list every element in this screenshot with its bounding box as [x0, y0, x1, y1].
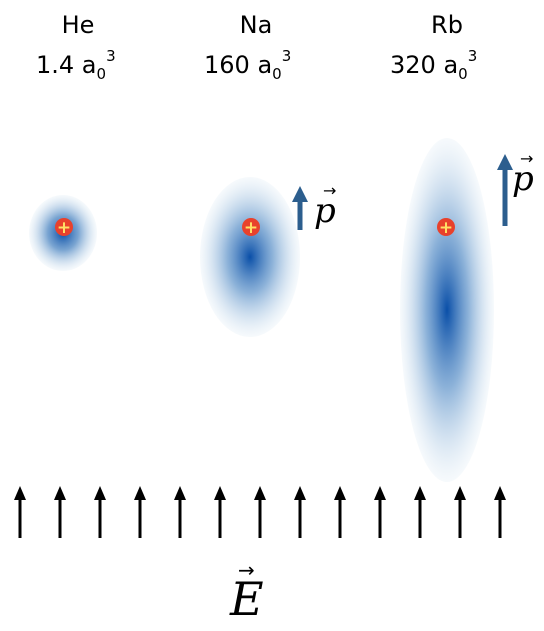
field-arrow-head — [294, 486, 306, 500]
unit-subscript: 0 — [97, 65, 107, 83]
plus-icon: + — [439, 218, 453, 238]
field-arrow-icon — [294, 486, 306, 538]
field-arrow-head — [494, 486, 506, 500]
field-arrow-icon — [334, 486, 346, 538]
polarizability-value: 1.4 a03 — [36, 47, 116, 83]
dipole-arrow-na: p → — [292, 181, 336, 231]
dipole-arrow-rb: p → — [497, 149, 534, 226]
vector-arrow-icon: → — [520, 149, 533, 168]
electron-cloud-na — [200, 177, 300, 337]
field-arrows — [14, 486, 506, 538]
field-arrow-head — [94, 486, 106, 500]
electron-cloud-rb — [400, 138, 494, 482]
field-arrow-head — [134, 486, 146, 500]
element-symbol: He — [62, 11, 95, 39]
field-arrow-icon — [214, 486, 226, 538]
field-arrow-icon — [454, 486, 466, 538]
field-arrow-head — [14, 486, 26, 500]
field-arrow-head — [454, 486, 466, 500]
field-arrow-icon — [414, 486, 426, 538]
field-arrow-head — [374, 486, 386, 500]
field-arrow-head — [334, 486, 346, 500]
polarizability-text: 320 a — [390, 51, 458, 79]
polarizability-value: 160 a03 — [204, 47, 291, 83]
field-arrow-icon — [254, 486, 266, 538]
nucleus-circle — [55, 218, 73, 236]
nucleus-na: + — [242, 218, 260, 238]
unit-subscript: 0 — [458, 65, 468, 83]
atom-label-na: Na 160 a03 — [204, 11, 291, 83]
nucleus-circle — [242, 218, 260, 236]
nucleus-he: + — [55, 218, 73, 238]
field-arrow-icon — [94, 486, 106, 538]
field-arrow-head — [174, 486, 186, 500]
plus-icon: + — [244, 218, 258, 238]
unit-superscript: 3 — [106, 47, 116, 65]
field-arrow-head — [214, 486, 226, 500]
atom-label-rb: Rb 320 a03 — [390, 11, 477, 83]
field-label-text: E — [229, 572, 264, 626]
field-label: E → — [229, 558, 264, 626]
dipole-label: p — [512, 159, 534, 199]
polarizability-value: 320 a03 — [390, 47, 477, 83]
nucleus-rb: + — [437, 218, 455, 238]
unit-subscript: 0 — [272, 65, 282, 83]
field-arrow-icon — [174, 486, 186, 538]
field-arrow-icon — [14, 486, 26, 538]
element-symbol: Rb — [431, 11, 463, 39]
field-arrow-icon — [494, 486, 506, 538]
vector-arrow-icon: → — [323, 181, 336, 200]
field-arrow-icon — [54, 486, 66, 538]
polarizability-text: 160 a — [204, 51, 272, 79]
field-arrow-icon — [134, 486, 146, 538]
field-arrow-head — [414, 486, 426, 500]
atom-label-he: He 1.4 a03 — [36, 11, 116, 83]
nucleus-circle — [437, 218, 455, 236]
arrowhead — [497, 154, 513, 170]
field-arrow-head — [54, 486, 66, 500]
plus-icon: + — [57, 218, 71, 238]
polarizability-text: 1.4 a — [36, 51, 97, 79]
field-arrow-head — [254, 486, 266, 500]
field-arrow-icon — [374, 486, 386, 538]
element-symbol: Na — [240, 11, 273, 39]
vector-arrow-icon: → — [238, 558, 255, 582]
dipole-label: p — [314, 191, 336, 231]
arrowhead — [292, 186, 308, 202]
unit-superscript: 3 — [468, 47, 478, 65]
unit-superscript: 3 — [282, 47, 292, 65]
